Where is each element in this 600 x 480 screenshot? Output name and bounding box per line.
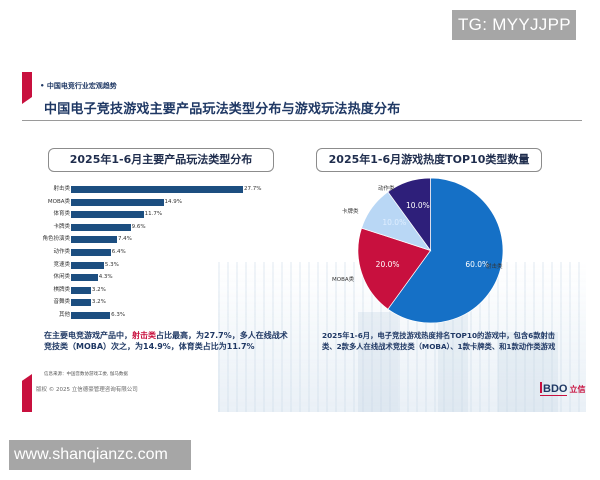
pie-chart: [358, 178, 503, 323]
bar: [71, 211, 144, 219]
bar: [71, 223, 131, 231]
bar-label: 其他: [58, 312, 70, 318]
pie-percent: 10.0%: [405, 200, 430, 210]
logo-mark: [540, 382, 542, 393]
bar-row: 休闲类 4.3%: [18, 272, 288, 282]
page-title: 中国电子竞技游戏主要产品玩法类型分布与游戏玩法热度分布: [44, 102, 401, 117]
bar-row: MOBA类 14.9%: [18, 197, 288, 207]
bar: [71, 261, 104, 269]
pie-slice: [387, 178, 503, 323]
bar-label: 竞速类: [53, 261, 70, 268]
bar: [71, 236, 117, 244]
bar-row: 卡牌类 9.6%: [18, 222, 288, 232]
bar-row: 其他 6.3%: [18, 310, 288, 320]
pie-category-label: MOBA类: [332, 277, 355, 283]
right-summary: 2025年1-6月，电子竞技游戏热度排名TOP10的游戏中，包含6款射击类、2款…: [322, 331, 556, 351]
watermark-bottom: www.shanqianzc.com: [9, 440, 191, 470]
bar: [71, 286, 91, 294]
pie-category-label: 卡牌类: [342, 209, 359, 215]
note-highlight: 射击类: [132, 331, 156, 340]
bar-label: 射击类: [53, 186, 70, 192]
note-text: 在主要电竞游戏产品中，: [44, 331, 132, 340]
bar-row: 棋牌类 3.2%: [18, 285, 288, 295]
copyright: 版权 © 2025 立信德豪管理咨询有限公司: [36, 387, 138, 393]
watermark-top: TG: MYYJJPP: [452, 10, 576, 40]
city-building: [498, 332, 558, 412]
red-accent-top: [22, 72, 32, 104]
bar-value: 7.4%: [117, 236, 132, 243]
bar-label: 棋牌类: [53, 286, 70, 293]
bar-row: 竞速类 5.3%: [18, 260, 288, 270]
bar-label: 休闲类: [53, 274, 70, 281]
bar-chart-title: 2025年1-6月主要产品玩法类型分布: [48, 148, 274, 172]
bar-row: 体育类 11.7%: [18, 209, 288, 219]
bar: [71, 299, 91, 307]
pie-slice: [387, 178, 431, 252]
red-accent-bottom: [22, 374, 32, 412]
title-divider: [22, 120, 582, 121]
pie-percent: 10.0%: [382, 217, 407, 227]
bar-label: 卡牌类: [53, 223, 70, 230]
bar: [71, 198, 164, 206]
logo-underline: [540, 395, 567, 396]
bar-label: MOBA类: [47, 198, 70, 205]
bar-value: 3.2%: [91, 286, 106, 293]
bar-row: 射击类 27.7%: [18, 184, 288, 194]
bar-value: 27.7%: [244, 186, 262, 192]
city-building: [358, 312, 398, 412]
slide: • 中国电竞行业宏观趋势 中国电子竞技游戏主要产品玩法类型分布与游戏玩法热度分布…: [18, 62, 586, 412]
bar-row: 动作类 6.4%: [18, 247, 288, 257]
left-summary: 在主要电竞游戏产品中，射击类占比最高，为27.7%，多人在线战术竞技类（MOBA…: [44, 330, 294, 352]
pie-chart-title: 2025年1-6月游戏热度TOP10类型数量: [316, 148, 542, 172]
section-tag: • 中国电竞行业宏观趋势: [40, 82, 117, 90]
pie-percent: 20.0%: [375, 260, 400, 270]
note-text: 占比最高，为27.7%，多人在线战术竞技类（MOBA）次之，为14.9%，体育类…: [44, 331, 288, 351]
pie-category-label: 动作类: [378, 186, 395, 192]
pie-category-label: 射击类: [486, 264, 503, 270]
bar-value: 4.3%: [98, 274, 113, 281]
bar-row: 角色扮演类 7.4%: [18, 234, 288, 244]
bar-value: 6.3%: [111, 312, 126, 318]
bar: [71, 249, 111, 256]
bar: [71, 274, 98, 282]
bar-value: 9.6%: [131, 223, 146, 230]
bar-value: 11.7%: [144, 211, 163, 218]
bar-value: 6.4%: [111, 249, 126, 255]
bar-value: 14.9%: [164, 198, 182, 205]
bar-label: 角色扮演类: [42, 236, 70, 243]
bar-value: 3.2%: [91, 299, 106, 306]
logo-cn: 立信: [569, 384, 586, 394]
bar: [71, 312, 111, 319]
bar-label: 音舞类: [53, 299, 70, 306]
pie-slice: [358, 227, 432, 310]
bar-label: 动作类: [53, 249, 70, 255]
bar-label: 体育类: [53, 211, 70, 218]
logo-text: BDO: [543, 383, 568, 395]
pie-percent: 60.0%: [465, 260, 490, 270]
source-note: 信息来源：中国音数协游戏工委, 伽马数据: [44, 372, 128, 377]
bdo-logo: BDO 立信: [540, 382, 586, 396]
bar-row: 音舞类 3.2%: [18, 297, 288, 307]
bar-value: 5.3%: [104, 261, 119, 268]
bar: [71, 186, 243, 193]
